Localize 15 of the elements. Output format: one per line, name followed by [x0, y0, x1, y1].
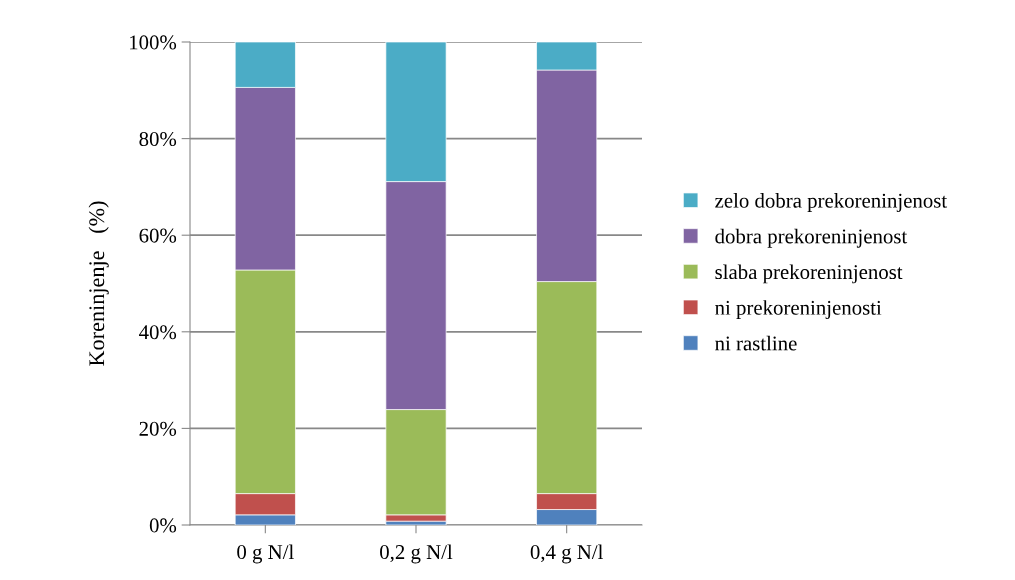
legend-label: ni rastline: [715, 335, 797, 351]
y-tick-label: 80%: [139, 131, 177, 147]
y-axis-title: Koreninjenje (%): [88, 201, 109, 366]
y-tick-label: 0%: [149, 518, 177, 533]
y-tick-label: 100%: [130, 35, 177, 50]
y-tick-label: 20%: [139, 421, 177, 436]
legend-label: ni prekoreninjenosti: [715, 300, 882, 320]
y-tick-label: 60%: [139, 228, 177, 243]
y-tick-label: 40%: [139, 325, 177, 340]
x-tick-label: 0,4 g N/l: [530, 544, 603, 564]
legend-label: slaba prekoreninjenost: [715, 264, 903, 284]
x-tick-label: 0,2 g N/l: [380, 544, 453, 564]
legend-label: dobra prekoreninjenost: [715, 228, 908, 248]
legend-label: zelo dobra prekoreninjenost: [715, 193, 948, 212]
x-tick-label: 0 g N/l: [237, 544, 294, 564]
